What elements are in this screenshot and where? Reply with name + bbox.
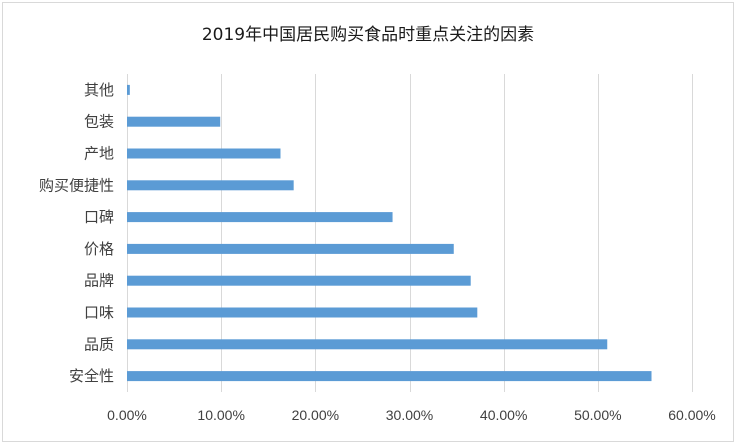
bar bbox=[127, 84, 130, 95]
x-axis-tick-labels: 0.00% 10.00% 20.00% 30.00% 40.00% 50.00% 60.00… bbox=[107, 407, 716, 423]
tick-label: 20.00% bbox=[292, 407, 339, 423]
category-label: 口碑 bbox=[84, 208, 114, 226]
bars bbox=[127, 84, 652, 382]
tick-label: 10.00% bbox=[197, 407, 244, 423]
category-label: 包装 bbox=[84, 113, 114, 131]
bar bbox=[127, 243, 454, 254]
tick-label: 30.00% bbox=[386, 407, 433, 423]
category-label: 产地 bbox=[84, 145, 114, 163]
tick-label: 60.00% bbox=[668, 407, 715, 423]
bar bbox=[127, 339, 608, 350]
tick-label: 40.00% bbox=[480, 407, 527, 423]
bar bbox=[127, 180, 294, 191]
bar bbox=[127, 212, 393, 223]
category-label: 购买便捷性 bbox=[39, 176, 114, 194]
bar bbox=[127, 371, 652, 382]
tick-label: 50.00% bbox=[574, 407, 621, 423]
category-label: 其他 bbox=[84, 81, 114, 99]
gridlines bbox=[127, 74, 693, 392]
category-label: 品质 bbox=[84, 335, 114, 353]
category-labels: 安全性 品质 口味 品牌 价格 口碑 购买便捷性 产地 包装 其他 bbox=[39, 81, 114, 385]
bar bbox=[127, 275, 471, 286]
bar bbox=[127, 307, 478, 318]
category-label: 安全性 bbox=[69, 367, 114, 385]
category-label: 品牌 bbox=[84, 272, 114, 290]
bar bbox=[127, 148, 281, 159]
category-label: 价格 bbox=[84, 240, 114, 258]
bar bbox=[127, 116, 221, 127]
tick-label: 0.00% bbox=[107, 407, 147, 423]
chart-title: 2019年中国居民购买食品时重点关注的因素 bbox=[202, 25, 534, 45]
category-label: 口味 bbox=[84, 304, 114, 322]
